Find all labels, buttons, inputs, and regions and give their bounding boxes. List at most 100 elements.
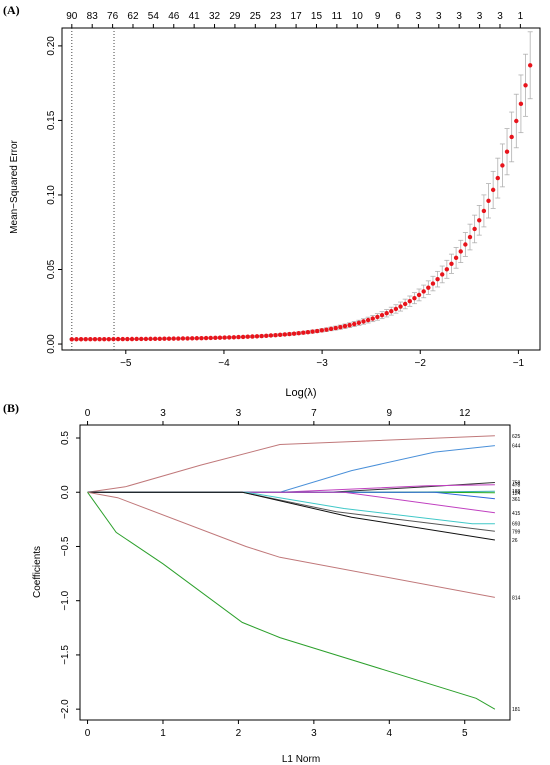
y-tick-label: 0.0 bbox=[60, 485, 71, 499]
mse-point bbox=[277, 332, 283, 338]
mse-point bbox=[509, 134, 514, 140]
mse-point bbox=[398, 304, 403, 309]
mse-point bbox=[301, 330, 306, 335]
mse-point bbox=[319, 328, 325, 333]
mse-point bbox=[143, 336, 149, 342]
mse-point bbox=[375, 314, 380, 320]
top-tick-label: 7 bbox=[311, 408, 317, 419]
panel-a-plot-frame bbox=[61, 27, 541, 351]
mse-point bbox=[467, 234, 473, 240]
coef-path-361 bbox=[87, 491, 495, 500]
top-tick-label: 76 bbox=[107, 11, 119, 22]
mse-point bbox=[69, 337, 75, 342]
x-tick-label: 2 bbox=[236, 728, 242, 739]
y-tick-label: 0.5 bbox=[60, 431, 71, 445]
top-tick-label: 10 bbox=[352, 11, 364, 22]
top-tick-label: 3 bbox=[456, 11, 462, 22]
top-tick-label: 15 bbox=[311, 11, 323, 22]
mse-point bbox=[259, 333, 264, 339]
mse-point bbox=[486, 198, 491, 203]
panel-a-cv-plot: −5 −4 −3 −2 −1 0.000.050.100.150.20 90 83 76 62… bbox=[9, 11, 541, 399]
mse-point bbox=[305, 329, 311, 335]
x-tick-label: 3 bbox=[311, 728, 317, 739]
end-label-124: 124 bbox=[512, 491, 521, 497]
coef-path-814 bbox=[87, 491, 495, 598]
mse-point bbox=[236, 334, 241, 340]
mse-point bbox=[527, 63, 533, 68]
mse-point bbox=[338, 324, 343, 330]
mse-point bbox=[518, 101, 524, 107]
y-tick-label: −2.0 bbox=[60, 699, 71, 719]
panel-b-label: (B) bbox=[3, 401, 19, 415]
panel-a-label: (A) bbox=[3, 3, 20, 17]
top-tick-label: 23 bbox=[270, 11, 282, 22]
mse-point bbox=[477, 218, 482, 223]
panel-a-points bbox=[69, 63, 533, 342]
top-tick-label: 32 bbox=[209, 11, 221, 22]
mse-point bbox=[194, 336, 200, 341]
y-tick-label: −0.5 bbox=[60, 536, 71, 556]
mse-point bbox=[189, 336, 195, 341]
end-label-758: 758 bbox=[512, 480, 521, 486]
mse-point bbox=[129, 336, 135, 342]
x-tick-label: −2 bbox=[415, 358, 427, 369]
mse-point bbox=[500, 163, 505, 168]
x-tick-label: 1 bbox=[160, 728, 166, 739]
top-tick-label: 3 bbox=[497, 11, 503, 22]
mse-point bbox=[365, 317, 371, 323]
coef-path-693 bbox=[87, 491, 495, 525]
end-label-181: 181 bbox=[512, 707, 521, 713]
top-tick-label: 6 bbox=[395, 11, 401, 22]
top-tick-label: 83 bbox=[87, 11, 99, 22]
mse-point bbox=[171, 336, 176, 341]
mse-point bbox=[463, 242, 468, 247]
coef-path-758 bbox=[87, 482, 495, 493]
top-tick-label: 3 bbox=[477, 11, 483, 22]
top-tick-label: 17 bbox=[291, 11, 303, 22]
mse-point bbox=[449, 261, 454, 266]
y-tick-label: 0.00 bbox=[46, 334, 57, 354]
x-tick-label: −1 bbox=[513, 358, 525, 369]
mse-point bbox=[264, 333, 269, 338]
panel-b-x-label: L1 Norm bbox=[282, 754, 320, 765]
mse-point bbox=[402, 301, 408, 307]
panel-a-x-label: Log(λ) bbox=[285, 387, 316, 399]
y-tick-label: 0.15 bbox=[46, 110, 57, 130]
mse-point bbox=[199, 335, 204, 341]
mse-point bbox=[472, 226, 477, 232]
panel-a-error-bars bbox=[69, 31, 533, 341]
top-tick-label: 46 bbox=[168, 11, 180, 22]
mse-point bbox=[282, 332, 287, 337]
mse-point bbox=[222, 335, 227, 340]
mse-point bbox=[356, 320, 362, 325]
mse-point bbox=[379, 312, 385, 318]
mse-point bbox=[115, 336, 121, 342]
mse-point bbox=[370, 316, 375, 321]
mse-point bbox=[217, 335, 223, 340]
coef-path-799 bbox=[87, 491, 495, 532]
coef-path-625 bbox=[87, 435, 495, 493]
mse-point bbox=[231, 335, 237, 340]
top-tick-label: 3 bbox=[160, 408, 166, 419]
x-tick-label: −5 bbox=[120, 358, 132, 369]
x-tick-label: −3 bbox=[316, 358, 328, 369]
top-tick-label: 11 bbox=[332, 11, 343, 22]
top-tick-label: 3 bbox=[436, 11, 442, 22]
panel-a-y-axis: 0.00 0.05 0.10 0.15 0.20 bbox=[46, 36, 62, 354]
panel-a-vlines bbox=[71, 28, 115, 350]
mse-point bbox=[430, 281, 436, 286]
mse-point bbox=[97, 336, 102, 342]
panel-a-x-axis: −5 −4 −3 −2 −1 bbox=[120, 350, 525, 369]
mse-point bbox=[111, 336, 116, 342]
y-tick-label: 0.20 bbox=[46, 36, 57, 56]
mse-point bbox=[453, 255, 459, 261]
mse-point bbox=[296, 331, 301, 336]
top-tick-label: 41 bbox=[189, 11, 201, 22]
mse-point bbox=[389, 308, 394, 314]
mse-point bbox=[134, 336, 139, 342]
mse-point bbox=[203, 335, 209, 341]
x-tick-label: 4 bbox=[387, 728, 393, 739]
end-label-799: 799 bbox=[512, 529, 521, 535]
mse-point bbox=[412, 295, 417, 301]
